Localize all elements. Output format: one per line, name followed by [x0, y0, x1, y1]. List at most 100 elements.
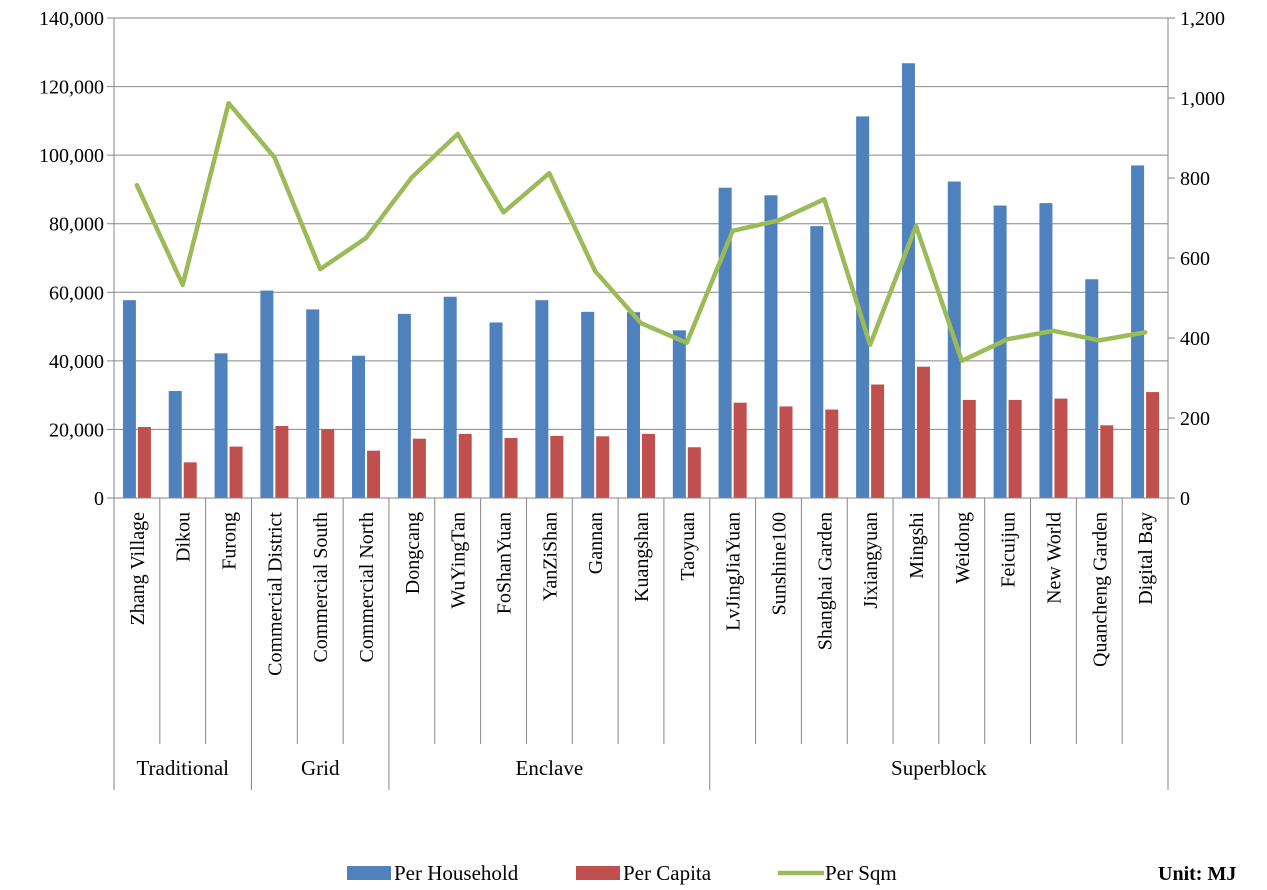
bar-per-household	[352, 355, 366, 498]
bar-per-household	[260, 290, 274, 498]
category-label: WuYingTan	[448, 512, 470, 609]
bar-per-household	[810, 226, 824, 498]
bar-per-capita	[916, 366, 930, 498]
bar-per-household	[397, 313, 411, 498]
category-label: Jixiangyuan	[860, 512, 882, 609]
right-tick-label: 800	[1180, 168, 1210, 190]
category-label: Commercial North	[356, 512, 378, 663]
bar-per-household	[1039, 203, 1053, 498]
bar-per-household	[993, 205, 1007, 499]
category-label: Gannan	[585, 512, 607, 574]
group-label: Enclave	[516, 756, 584, 780]
bar-per-household	[122, 300, 136, 498]
bar-per-capita	[229, 446, 243, 498]
bar-per-capita	[550, 435, 564, 498]
bar-per-capita	[412, 438, 426, 498]
category-label: Sunshine100	[768, 512, 790, 615]
bar-per-household	[535, 300, 549, 498]
left-tick-label: 0	[94, 488, 104, 510]
category-label: Taoyuan	[677, 512, 699, 581]
bar-per-household	[627, 312, 640, 498]
legend-label: Per Capita	[623, 861, 712, 885]
bar-per-capita	[596, 436, 610, 498]
category-label: FoShanYuan	[494, 512, 516, 614]
category-label: LvJingJiaYuan	[723, 512, 745, 631]
left-tick-label: 40,000	[49, 351, 104, 373]
bar-per-capita	[275, 426, 289, 498]
left-tick-label: 80,000	[49, 214, 104, 236]
bar-per-household	[672, 330, 686, 498]
legend: Per Household Per Capita Per Sqm	[347, 861, 897, 885]
left-tick-label: 140,000	[39, 8, 104, 30]
bar-per-household	[581, 311, 595, 498]
right-tick-label: 0	[1180, 488, 1190, 510]
bar-per-capita	[733, 402, 747, 498]
bar-per-capita	[367, 450, 381, 498]
category-label: Dongcang	[402, 512, 424, 594]
line-series	[134, 100, 1148, 364]
category-label: Furong	[219, 512, 241, 570]
category-label: Digital Bay	[1135, 512, 1157, 605]
bar-per-capita	[962, 399, 976, 498]
bar-per-capita	[1054, 398, 1068, 498]
category-label: Commercial District	[264, 512, 286, 676]
bars	[122, 63, 1160, 499]
bar-per-household	[718, 187, 732, 498]
right-axis-ticks: 0 200 400 600 800 1,000 1,200	[1180, 8, 1225, 510]
left-tick-label: 120,000	[39, 77, 104, 99]
gridlines	[114, 17, 1168, 430]
category-label: Dikou	[173, 512, 195, 562]
axes	[107, 17, 1175, 790]
right-tick-label: 1,000	[1180, 88, 1225, 110]
bar-per-capita	[1146, 392, 1160, 498]
bar-per-household	[856, 116, 870, 499]
bar-per-capita	[137, 427, 151, 498]
category-label: Mingshi	[906, 512, 928, 579]
bar-per-capita	[183, 462, 197, 498]
bar-per-household	[306, 309, 320, 498]
bar-per-capita	[458, 433, 472, 498]
category-label: Zhang Village	[127, 512, 149, 626]
unit-note: Unit: MJ	[1158, 863, 1236, 885]
bar-per-household	[1085, 279, 1099, 498]
legend-swatch	[576, 866, 620, 880]
bar-per-capita	[321, 429, 335, 498]
bar-per-capita	[1100, 425, 1114, 498]
bar-per-household	[168, 391, 182, 498]
category-label: Shanghai Garden	[814, 512, 836, 650]
legend-label: Per Sqm	[825, 861, 897, 885]
left-axis-ticks: 0 20,000 40,000 60,000 80,000 100,000 120,000 1…	[39, 8, 104, 510]
group-labels: Traditional Grid Enclave Superblock	[136, 756, 987, 780]
bar-per-capita	[687, 447, 701, 498]
right-tick-label: 1,200	[1180, 8, 1225, 30]
right-tick-label: 400	[1180, 328, 1210, 350]
category-label: YanZiShan	[539, 512, 561, 601]
bar-per-capita	[642, 433, 655, 498]
right-tick-label: 200	[1180, 408, 1210, 430]
bar-per-capita	[779, 406, 793, 498]
category-label: Quancheng Garden	[1089, 512, 1111, 667]
category-label: New World	[1043, 512, 1065, 604]
category-label: Feicuijun	[998, 512, 1020, 588]
category-label: Commercial South	[310, 512, 332, 663]
bar-per-capita	[504, 438, 518, 498]
bar-per-capita	[825, 409, 839, 498]
group-label: Grid	[301, 756, 340, 780]
bar-per-capita	[1008, 399, 1022, 498]
legend-swatch	[347, 866, 391, 880]
bar-per-household	[764, 195, 778, 498]
bar-per-household	[214, 353, 228, 498]
left-tick-label: 100,000	[39, 145, 104, 167]
left-tick-label: 60,000	[49, 282, 104, 304]
category-label: Weidong	[952, 512, 974, 584]
left-tick-label: 20,000	[49, 419, 104, 441]
bar-per-household	[489, 322, 503, 498]
right-tick-label: 600	[1180, 248, 1210, 270]
line-per-sqm	[134, 100, 1148, 364]
bar-per-household	[901, 63, 915, 498]
bar-per-capita	[871, 384, 885, 498]
legend-label: Per Household	[394, 861, 519, 885]
category-labels: Zhang Village Dikou Furong Commercial Distr…	[127, 512, 1157, 676]
group-label: Traditional	[136, 756, 229, 780]
